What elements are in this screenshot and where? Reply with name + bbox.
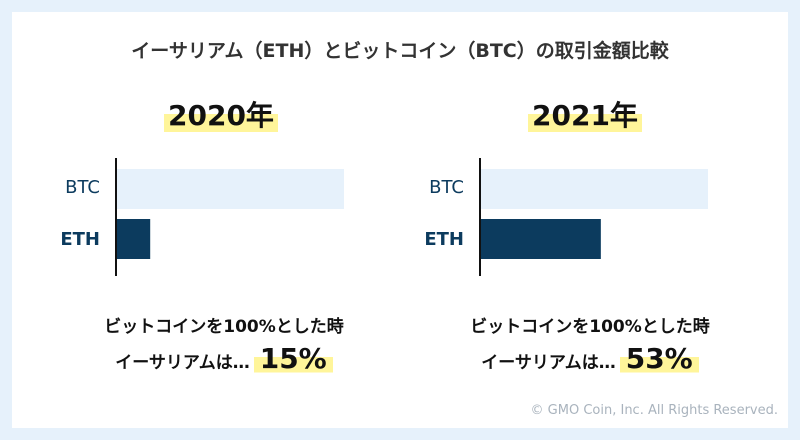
caption-line1-2021: ビットコインを100%とした時 (470, 317, 710, 337)
category-label-eth-2021: ETH (424, 229, 464, 250)
bar-btc-0 (116, 169, 344, 209)
bar-btc-1 (480, 169, 708, 209)
caption-line1-2020: ビットコインを100%とした時 (104, 317, 344, 337)
percentage-2020: 15% (253, 342, 333, 375)
category-label-eth-2020: ETH (60, 229, 100, 250)
category-label-btc-2021: BTC (429, 177, 464, 198)
bar-eth-1 (480, 219, 601, 259)
caption-line2-2021: イーサリアムは… 53% (400, 342, 780, 375)
category-label-btc-2020: BTC (65, 177, 100, 198)
caption-line2-2020: イーサリアムは… 15% (34, 342, 414, 375)
year-label-2021: 2021年 (528, 94, 642, 134)
bar-eth-0 (116, 219, 151, 259)
copyright-text: © GMO Coin, Inc. All Rights Reserved. (530, 403, 778, 418)
caption-text-2020: イーサリアムは… (115, 353, 250, 373)
percentage-2021: 53% (619, 342, 699, 375)
year-label-2020: 2020年 (164, 94, 278, 134)
caption-text-2021: イーサリアムは… (481, 353, 616, 373)
chart-title: イーサリアム（ETH）とビットコイン（BTC）の取引金額比較 (131, 40, 669, 62)
